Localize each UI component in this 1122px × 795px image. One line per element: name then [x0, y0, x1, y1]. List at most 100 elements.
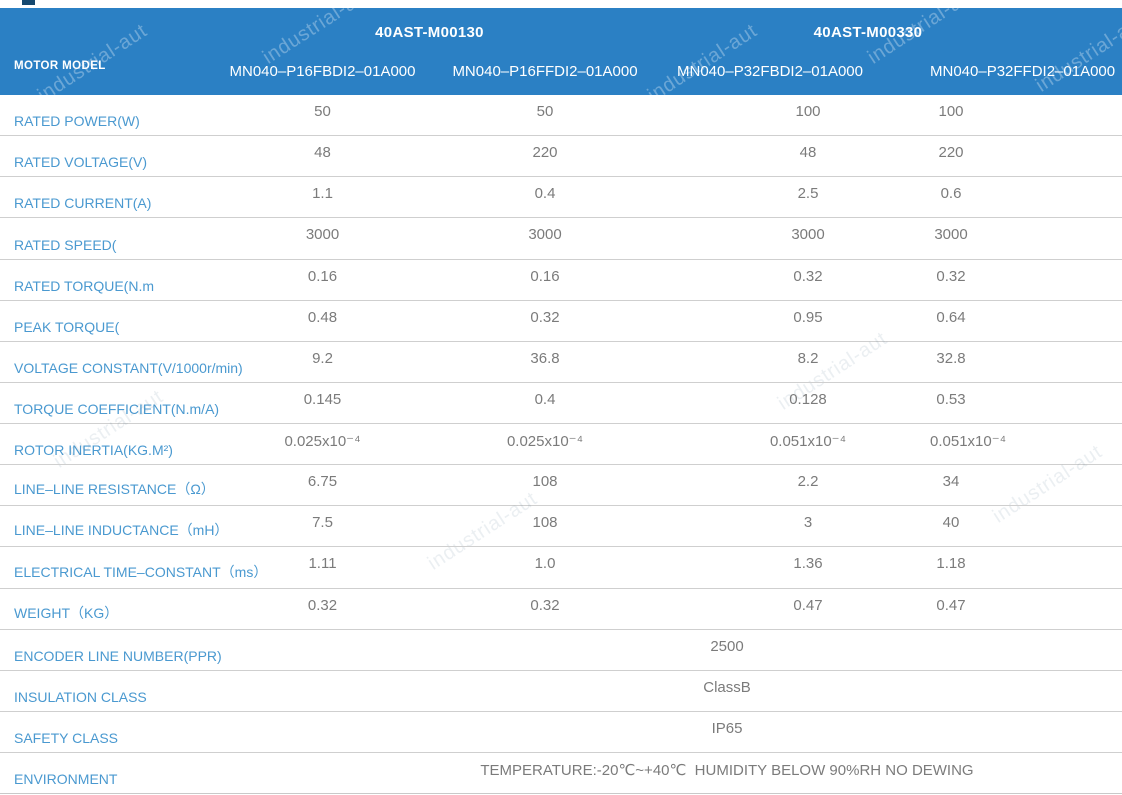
spec-row-weight: WEIGHT（KG） 0.32 0.32 0.47 0.47	[0, 587, 1122, 629]
row-label: ENVIRONMENT	[14, 771, 118, 788]
cell-value: 0.32	[307, 596, 338, 614]
watermark-text: industrial-aut	[33, 19, 152, 95]
cell-value: 220	[938, 144, 964, 162]
top-tick-mark	[22, 0, 35, 5]
row-label: LINE–LINE INDUCTANCE（mH）	[14, 522, 229, 539]
cell-value: 3000	[791, 226, 825, 244]
model-name-3: MN040–P32FBDI2–01A000	[677, 63, 863, 80]
spec-row-peak-torque: PEAK TORQUE( 0.48 0.32 0.95 0.64	[0, 299, 1122, 341]
spec-row-electrical-time-constant: ELECTRICAL TIME–CONSTANT（ms） 1.11 1.0 1.…	[0, 546, 1122, 587]
spec-row-encoder-line-number: ENCODER LINE NUMBER(PPR) 2500	[0, 628, 1122, 670]
spec-row-rated-speed: RATED SPEED( 3000 3000 3000 3000	[0, 217, 1122, 258]
cell-value: 0.32	[530, 596, 560, 614]
cell-value-merged: ClassB	[703, 678, 751, 696]
model-group-title-2: 40AST-M00330	[813, 24, 923, 41]
row-label: ENCODER LINE NUMBER(PPR)	[14, 647, 222, 664]
row-label: SAFETY CLASS	[14, 730, 119, 746]
cell-value: 32.8	[936, 349, 966, 367]
spec-row-rated-power: RATED POWER(W) 50 50 100 100	[0, 95, 1122, 135]
row-label: ELECTRICAL TIME–CONSTANT（ms）	[14, 563, 268, 580]
motor-model-header-label: MOTOR MODEL	[14, 60, 106, 72]
spec-row-line-line-inductance: industrial-aut LINE–LINE INDUCTANCE（mH） …	[0, 488, 1122, 575]
spec-row-insulation-class: INSULATION CLASS ClassB	[0, 669, 1122, 711]
cell-value: 0.051x10⁻⁴	[930, 433, 1007, 450]
spec-row-torque-coefficient: TORQUE COEFFICIENT(N.m/A) 0.145 0.4 0.12…	[0, 381, 1122, 423]
cell-value: 6.75	[307, 473, 338, 491]
cell-value: 50	[536, 103, 554, 120]
row-label: INSULATION CLASS	[14, 688, 147, 705]
cell-value-merged: IP65	[711, 719, 743, 737]
cell-value: 0.051x10⁻⁴	[769, 433, 847, 450]
cell-value: 0.4	[534, 185, 556, 203]
cell-value: 0.64	[936, 308, 966, 326]
cell-value: 100	[795, 103, 821, 120]
cell-value: 48	[799, 144, 817, 162]
cell-value: 1.11	[308, 555, 337, 573]
spec-row-rated-voltage: RATED VOLTAGE(V) 48 220 48 220	[0, 135, 1122, 176]
spec-row-safety-class: SAFETY CLASS IP65	[0, 710, 1122, 752]
spec-row-line-line-resistance: industrial-aut LINE–LINE RESISTANCE（Ω） 6…	[0, 441, 1122, 528]
cell-value: 108	[532, 473, 558, 491]
cell-value: 1.1	[312, 185, 333, 203]
cell-value: 0.53	[936, 390, 966, 408]
cell-value: 1.36	[793, 555, 823, 573]
row-label: RATED CURRENT(A)	[14, 195, 152, 212]
cell-value: 0.95	[793, 308, 823, 326]
cell-value: 9.2	[312, 349, 333, 367]
cell-value: 3000	[528, 226, 562, 244]
cell-value: 0.47	[793, 596, 823, 614]
row-label: TORQUE COEFFICIENT(N.m/A)	[14, 401, 220, 417]
row-label: RATED TORQUE(N.m	[14, 277, 155, 294]
cell-value: 0.16	[307, 267, 338, 285]
row-label: PEAK TORQUE(	[14, 318, 120, 335]
table-header: industrial-aut industrial-aut industrial…	[0, 8, 1122, 95]
cell-value: 1.0	[534, 555, 556, 573]
spec-row-voltage-constant: industrial-aut VOLTAGE CONSTANT(V/1000r/…	[0, 327, 1122, 414]
model-group-title-1: 40AST-M00130	[375, 24, 484, 41]
cell-value: 48	[314, 144, 331, 162]
cell-value: 0.32	[793, 267, 823, 285]
cell-value: 0.6	[940, 185, 962, 203]
cell-value: 0.4	[534, 390, 556, 408]
spec-row-rotor-inertia: industrial-aut ROTOR INERTIA(KG.M²) 0.02…	[0, 386, 1122, 473]
cell-value: 3	[803, 514, 813, 532]
cell-value: 50	[314, 103, 331, 120]
cell-value: 2.5	[797, 185, 819, 203]
cell-value: 3000	[305, 226, 340, 244]
cell-value: 0.025x10⁻⁴	[506, 433, 584, 450]
cell-value: 0.145	[303, 390, 342, 408]
spec-table-body: RATED POWER(W) 50 50 100 100 RATED VOLTA…	[0, 95, 1122, 794]
cell-value: 0.32	[936, 267, 966, 285]
row-label: RATED SPEED(	[14, 236, 117, 253]
cell-value: 0.025x10⁻⁴	[284, 433, 361, 450]
cell-value: 8.2	[797, 349, 819, 367]
cell-value: 36.8	[530, 349, 560, 367]
cell-value: 7.5	[312, 514, 333, 532]
cell-value: 0.48	[307, 308, 338, 326]
cell-value: 3000	[934, 226, 968, 244]
row-label: ROTOR INERTIA(KG.M²)	[14, 442, 173, 459]
cell-value-merged: TEMPERATURE:-20℃~+40℃ HUMIDITY BELOW 90%…	[480, 762, 974, 779]
cell-value-merged: 2500	[710, 637, 744, 655]
row-label: VOLTAGE CONSTANT(V/1000r/min)	[14, 359, 243, 376]
cell-value: 0.32	[530, 308, 560, 326]
row-label: RATED VOLTAGE(V)	[14, 154, 148, 171]
cell-value: 108	[532, 514, 558, 532]
cell-value: 0.128	[789, 390, 827, 408]
cell-value: 100	[938, 103, 964, 120]
spec-row-rated-torque: RATED TORQUE(N.m 0.16 0.16 0.32 0.32	[0, 258, 1122, 300]
cell-value: 0.16	[530, 267, 560, 285]
cell-value: 1.18	[936, 555, 966, 573]
cell-value: 220	[532, 144, 558, 162]
row-label: WEIGHT（KG）	[14, 604, 119, 621]
spec-row-rated-current: RATED CURRENT(A) 1.1 0.4 2.5 0.6	[0, 176, 1122, 217]
model-name-row: MN040–P16FBDI2–01A000 MN040–P16FFDI2–01A…	[0, 63, 1122, 80]
cell-value: 0.47	[936, 596, 966, 614]
model-name-4: MN040–P32FFDI2–01A000	[930, 63, 1116, 80]
cell-value: 2.2	[797, 473, 819, 491]
row-label: LINE–LINE RESISTANCE（Ω）	[14, 481, 215, 498]
model-name-1: MN040–P16FBDI2–01A000	[229, 63, 416, 80]
watermark-text: industrial-aut	[1031, 9, 1122, 95]
spec-row-environment: ENVIRONMENT TEMPERATURE:-20℃~+40℃ HUMIDI…	[0, 752, 1122, 793]
